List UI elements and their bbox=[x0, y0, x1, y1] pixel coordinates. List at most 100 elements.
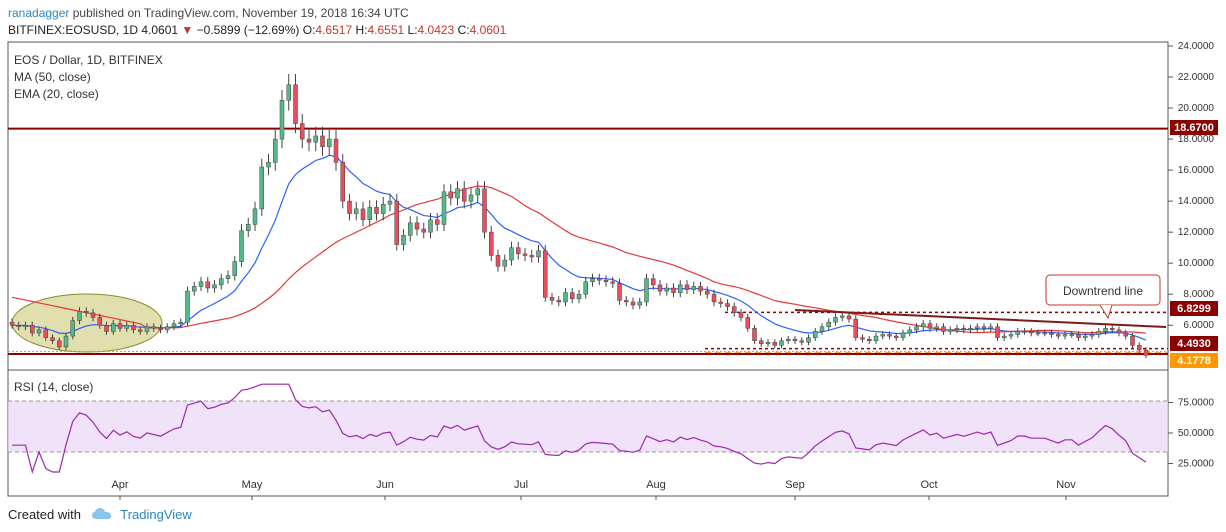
candle-body bbox=[1089, 334, 1095, 337]
candle-body bbox=[475, 188, 480, 196]
candle-body bbox=[509, 247, 514, 261]
candle-body bbox=[900, 332, 906, 338]
candle-body bbox=[853, 318, 858, 338]
candle-body bbox=[995, 326, 1000, 338]
consolidation-highlight bbox=[11, 293, 163, 353]
candle-body bbox=[192, 286, 197, 292]
candle-body bbox=[50, 337, 55, 341]
candle-body bbox=[968, 328, 973, 331]
candle-body bbox=[198, 281, 204, 287]
candle-body bbox=[43, 329, 48, 338]
candle-body bbox=[1123, 332, 1128, 337]
change-text: −0.5899 (−12.69%) bbox=[196, 23, 300, 37]
candle-body bbox=[428, 219, 433, 233]
x-tick-label: May bbox=[242, 479, 263, 491]
downtrend-callout: Downtrend line bbox=[1045, 274, 1161, 320]
candle-body bbox=[104, 324, 109, 332]
candle-body bbox=[401, 234, 406, 245]
candle-body bbox=[927, 323, 933, 329]
candle-body bbox=[678, 284, 683, 293]
candle-body bbox=[387, 200, 393, 205]
candle-body bbox=[138, 329, 143, 332]
rsi-band bbox=[8, 401, 1168, 452]
candle-body bbox=[556, 300, 561, 303]
candle-body bbox=[576, 293, 582, 300]
candles bbox=[9, 73, 1149, 358]
candle-body bbox=[934, 326, 939, 329]
candle-body bbox=[320, 135, 325, 148]
candle-body bbox=[97, 317, 102, 326]
candle-body bbox=[16, 324, 21, 328]
candle-body bbox=[907, 329, 912, 334]
candle-body bbox=[205, 281, 210, 289]
price-label-current: 4.1778 bbox=[1170, 353, 1218, 368]
candle-body bbox=[738, 312, 744, 318]
candle-body bbox=[374, 207, 379, 214]
candle-body bbox=[671, 287, 676, 293]
candle-body bbox=[381, 203, 386, 214]
candle-body bbox=[1056, 334, 1061, 337]
candle-body bbox=[1062, 334, 1068, 337]
candle-body bbox=[765, 342, 771, 345]
tradingview-link[interactable]: TradingView bbox=[120, 507, 192, 522]
candle-body bbox=[239, 230, 244, 262]
candle-body bbox=[867, 338, 872, 341]
candle-body bbox=[590, 278, 595, 283]
x-tick-label: Jun bbox=[376, 479, 394, 491]
candle-body bbox=[1015, 331, 1020, 335]
price-label-support: 4.4930 bbox=[1170, 336, 1218, 351]
candle-body bbox=[1143, 349, 1149, 356]
candle-body bbox=[752, 328, 757, 341]
candle-body bbox=[799, 340, 804, 343]
candle-body bbox=[57, 340, 62, 348]
candle-body bbox=[732, 306, 737, 314]
main-pane-frame bbox=[7, 41, 1169, 371]
svg-text:6.8299: 6.8299 bbox=[1177, 303, 1211, 315]
symbol-line: BITFINEX:EOSUSD, 1D 4.0601 ▼ −0.5899 (−1… bbox=[8, 23, 506, 37]
horizontal-levels bbox=[8, 127, 1168, 356]
candle-body bbox=[482, 188, 487, 233]
candle-body bbox=[462, 188, 467, 202]
candle-body bbox=[597, 278, 602, 281]
candle-body bbox=[151, 326, 156, 329]
high-value: 4.6551 bbox=[367, 23, 405, 37]
close-label: C: bbox=[457, 23, 470, 37]
candle-body bbox=[529, 255, 534, 258]
y-tick-label: 10.0000 bbox=[1178, 258, 1215, 269]
y-tick-label: 18.0000 bbox=[1178, 134, 1215, 145]
candle-body bbox=[644, 278, 649, 303]
candle-body bbox=[819, 326, 825, 332]
candle-body bbox=[70, 320, 75, 337]
candle-body bbox=[30, 324, 35, 334]
candle-body bbox=[333, 138, 339, 163]
candle-body bbox=[286, 84, 291, 101]
candle-body bbox=[144, 326, 150, 332]
candle-body bbox=[961, 328, 966, 331]
rsi-tick-label: 25.0000 bbox=[1178, 459, 1215, 470]
author-link[interactable]: ranadagger bbox=[8, 6, 70, 20]
high-label: H: bbox=[355, 23, 368, 37]
candle-body bbox=[1042, 332, 1047, 335]
candle-body bbox=[1022, 331, 1027, 333]
footer: Created with TradingView bbox=[8, 507, 192, 524]
candle-body bbox=[873, 335, 879, 341]
candle-body bbox=[266, 162, 271, 168]
candle-body bbox=[563, 292, 568, 303]
candle-body bbox=[786, 338, 791, 341]
candle-body bbox=[252, 208, 258, 225]
candle-body bbox=[792, 338, 798, 341]
candle-body bbox=[90, 312, 96, 318]
y-tick-label: 22.0000 bbox=[1178, 72, 1215, 83]
candle-body bbox=[826, 321, 831, 328]
candle-body bbox=[894, 335, 899, 338]
candle-body bbox=[698, 286, 703, 292]
candle-body bbox=[313, 135, 318, 143]
candle-body bbox=[860, 337, 865, 340]
candle-body bbox=[300, 123, 305, 140]
y-axis: 24.0000 22.0000 20.0000 18.0000 16.0000 14.00… bbox=[1168, 41, 1214, 331]
candle-body bbox=[1110, 328, 1115, 331]
y-tick-label: 20.0000 bbox=[1178, 103, 1215, 114]
candle-body bbox=[516, 247, 521, 255]
svg-text:4.4930: 4.4930 bbox=[1177, 338, 1211, 350]
